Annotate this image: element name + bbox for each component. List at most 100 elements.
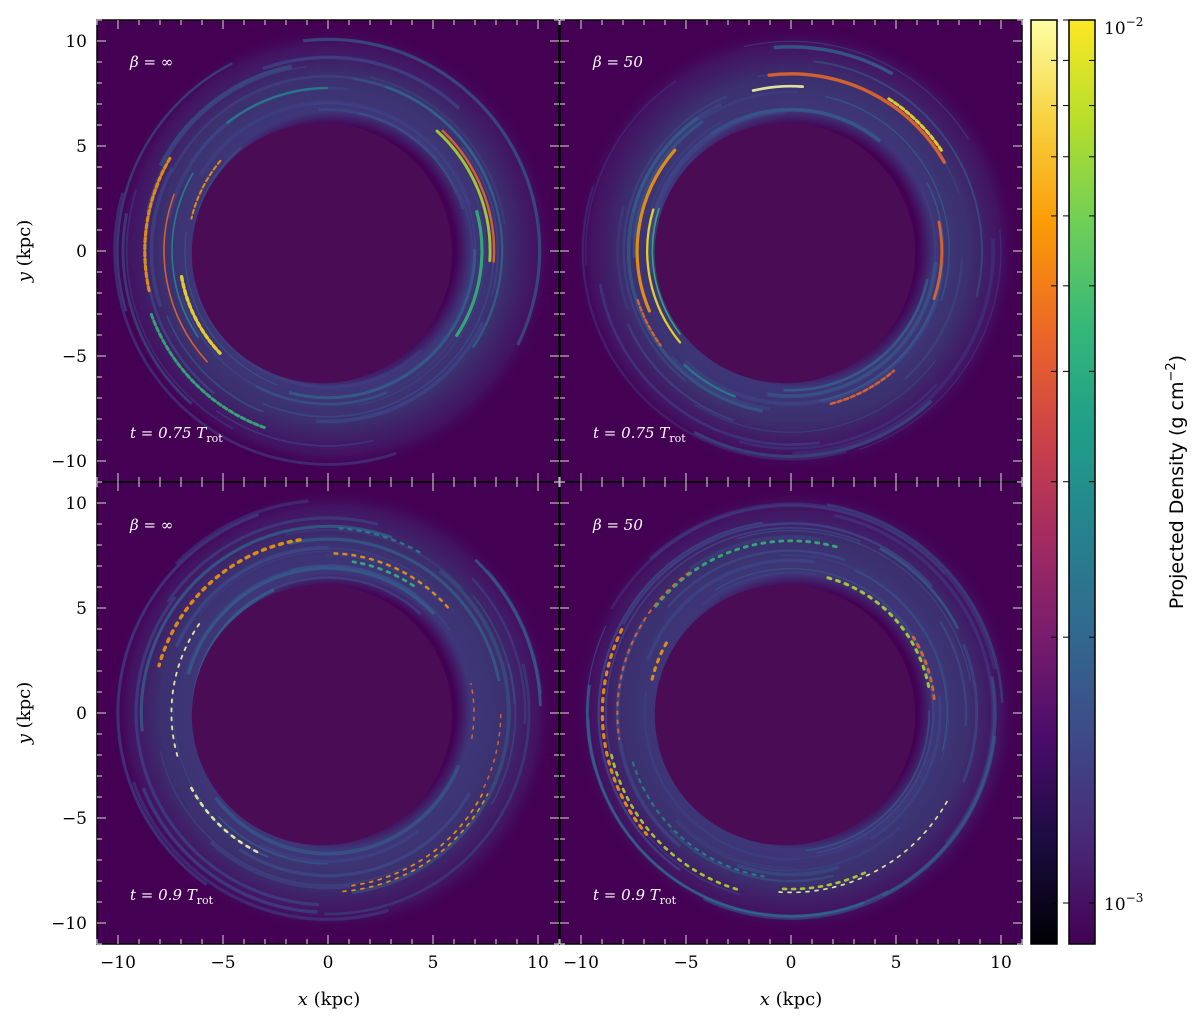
gas-filament xyxy=(217,815,329,865)
gas-filament xyxy=(304,102,477,251)
dense-filament xyxy=(179,275,222,355)
gas-filament xyxy=(166,315,264,413)
dense-filament xyxy=(767,72,946,164)
gas-filament xyxy=(317,107,465,210)
gas-filament xyxy=(474,558,542,707)
x-tick-label: −10 xyxy=(100,953,136,973)
gas-filament xyxy=(259,829,420,864)
gas-filament xyxy=(351,569,511,895)
dense-filament xyxy=(163,193,208,363)
beta-label-top-right: β = 50 xyxy=(592,53,643,71)
gas-filament xyxy=(315,321,485,424)
gas-filament xyxy=(825,95,950,302)
time-label-top-left: t = 0.75 Trot xyxy=(130,424,223,445)
gas-filament xyxy=(626,116,764,413)
y-tick-label: −5 xyxy=(62,809,87,829)
gas-filament xyxy=(677,818,797,869)
gas-filament xyxy=(610,504,946,610)
gas-filament xyxy=(173,696,203,803)
colorbar-ticks xyxy=(1051,19,1095,904)
gas-filament xyxy=(325,554,442,603)
gas-filament xyxy=(158,64,293,167)
time-label-bottom-left: t = 0.9 Trot xyxy=(130,886,214,907)
gas-filament xyxy=(961,643,979,783)
time-label-top-right: t = 0.75 Trot xyxy=(593,424,686,445)
panel-bottom-left xyxy=(96,481,560,945)
gas-filament xyxy=(869,695,942,841)
gas-filament xyxy=(472,595,516,705)
axes: −10 −5 0 5 10 −10 −5 0 5 10 −10 −5 0 5 10 −10 −5 0 5 10 xyxy=(51,19,1023,973)
gas-filament xyxy=(881,676,997,898)
gas-filament xyxy=(816,602,935,854)
gas-filament xyxy=(288,537,501,682)
gas-filament xyxy=(288,248,477,400)
gas-filament xyxy=(234,564,451,631)
gas-filament xyxy=(116,513,260,886)
gas-filament xyxy=(622,95,728,383)
gas-filament xyxy=(146,66,308,213)
gas-filament xyxy=(215,410,374,447)
dense-filament xyxy=(441,129,496,263)
gas-filament xyxy=(125,189,234,430)
dense-filament xyxy=(932,220,944,301)
gas-filament xyxy=(180,295,316,405)
gas-filament xyxy=(605,527,862,782)
gas-filament xyxy=(238,791,472,878)
y-tick-label: 5 xyxy=(76,137,87,157)
inner-hole xyxy=(654,122,916,384)
gas-filament xyxy=(159,750,407,886)
gas-filament xyxy=(461,145,499,299)
gas-filament xyxy=(366,135,474,391)
dense-filament xyxy=(616,571,690,740)
dense-filament xyxy=(483,708,502,788)
dense-filament xyxy=(651,207,681,335)
dense-filament xyxy=(143,156,172,293)
gas-filament xyxy=(134,595,320,907)
gas-filament xyxy=(820,298,940,404)
gas-filament xyxy=(324,663,531,916)
gas-filament xyxy=(209,840,351,890)
gas-filament xyxy=(186,566,436,675)
gas-filament xyxy=(622,522,934,626)
panel-top-left xyxy=(96,19,560,483)
y-tick-label: −10 xyxy=(51,452,87,472)
x-axis-title-right: x (kpc) xyxy=(760,989,822,1010)
y-tick-label: 10 xyxy=(65,494,87,514)
gas-filament xyxy=(674,819,901,872)
gas-filament xyxy=(715,568,936,700)
gas-filament xyxy=(938,620,968,727)
y-axis-title-top: y (kpc) xyxy=(14,220,35,283)
dense-filament xyxy=(470,683,475,739)
gas-filament xyxy=(131,781,389,922)
x-tick-label: −10 xyxy=(563,953,599,973)
dense-filament xyxy=(751,84,805,92)
gas-filament xyxy=(792,238,995,455)
gas-filament xyxy=(581,186,847,461)
dense-filament xyxy=(149,313,268,430)
dense-filament xyxy=(190,159,222,220)
gas-filament xyxy=(648,116,744,274)
dense-filament xyxy=(885,96,943,152)
gas-filament xyxy=(616,206,630,311)
dense-filament xyxy=(455,209,484,337)
panel-top-right xyxy=(559,19,1023,483)
gas-filament xyxy=(471,577,527,724)
gas-filament xyxy=(670,355,771,411)
gas-filament xyxy=(669,829,834,883)
gas-filament xyxy=(766,261,938,399)
dense-filament xyxy=(649,641,668,686)
x-axis-title-left: x (kpc) xyxy=(298,989,360,1010)
x-tick-label: −5 xyxy=(210,953,235,973)
gas-filament xyxy=(743,40,970,140)
dense-filament xyxy=(226,86,329,124)
dense-filament xyxy=(822,575,931,688)
inner-hole xyxy=(654,584,916,846)
gas-filament xyxy=(184,231,278,386)
gas-filament xyxy=(879,547,960,630)
gas-filament xyxy=(116,62,234,312)
gas-filament xyxy=(214,764,461,856)
dense-filament xyxy=(600,628,649,836)
gas-filament xyxy=(792,760,930,860)
gas-filament xyxy=(141,787,318,914)
